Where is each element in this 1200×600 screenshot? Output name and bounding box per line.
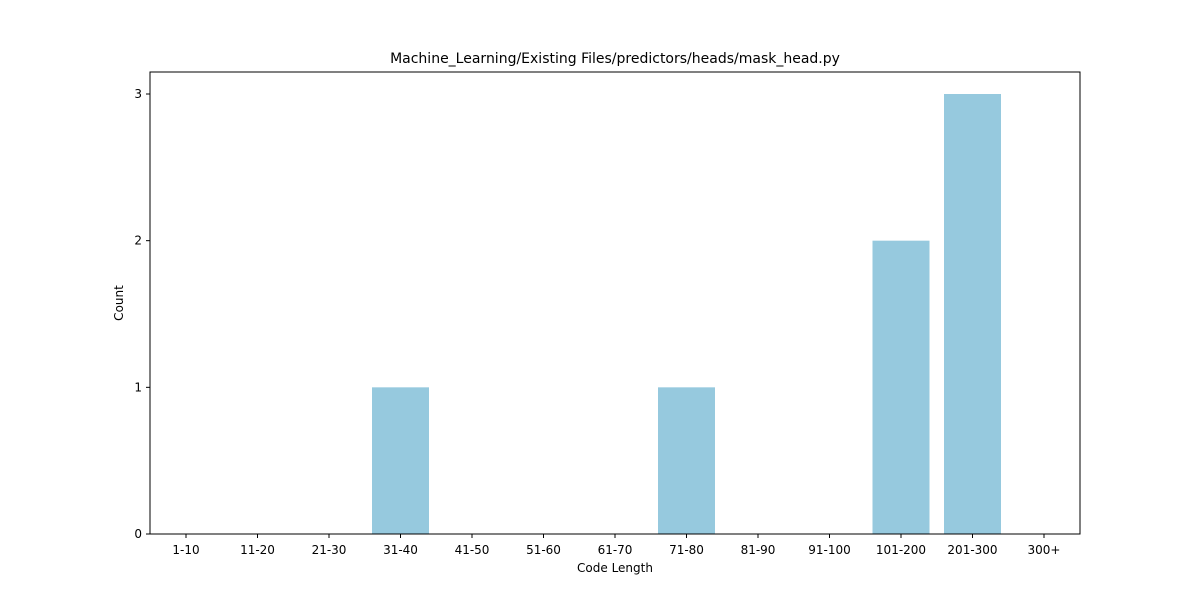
x-tick-label: 61-70 bbox=[598, 543, 633, 557]
x-tick-label: 51-60 bbox=[526, 543, 561, 557]
bar-31-40 bbox=[372, 387, 429, 534]
y-tick-label: 3 bbox=[134, 87, 142, 101]
y-tick-label: 2 bbox=[134, 234, 142, 248]
x-tick-label: 71-80 bbox=[669, 543, 704, 557]
x-tick-label: 101-200 bbox=[876, 543, 926, 557]
x-tick-label: 81-90 bbox=[741, 543, 776, 557]
y-axis-label: Count bbox=[112, 285, 126, 321]
bar-71-80 bbox=[658, 387, 715, 534]
x-tick-label: 300+ bbox=[1028, 543, 1061, 557]
y-axis-ticks: 0 1 2 3 bbox=[134, 87, 150, 541]
x-tick-label: 1-10 bbox=[172, 543, 199, 557]
x-tick-label: 201-300 bbox=[947, 543, 997, 557]
bar-101-200 bbox=[872, 240, 930, 534]
y-tick-label: 1 bbox=[134, 380, 142, 394]
bar-201-300 bbox=[944, 94, 1001, 534]
x-axis-label: Code Length bbox=[577, 561, 653, 575]
x-tick-label: 41-50 bbox=[455, 543, 490, 557]
x-tick-label: 11-20 bbox=[240, 543, 275, 557]
x-tick-label: 91-100 bbox=[808, 543, 851, 557]
x-tick-label: 31-40 bbox=[383, 543, 418, 557]
chart-title: Machine_Learning/Existing Files/predicto… bbox=[390, 51, 840, 67]
bars-group bbox=[372, 94, 1001, 534]
x-tick-label: 21-30 bbox=[312, 543, 347, 557]
y-tick-label: 0 bbox=[134, 527, 142, 541]
x-axis-ticks: 1-10 11-20 21-30 31-40 41-50 51-60 61-70 71-80 8… bbox=[172, 534, 1060, 557]
plot-frame bbox=[149, 71, 1081, 535]
